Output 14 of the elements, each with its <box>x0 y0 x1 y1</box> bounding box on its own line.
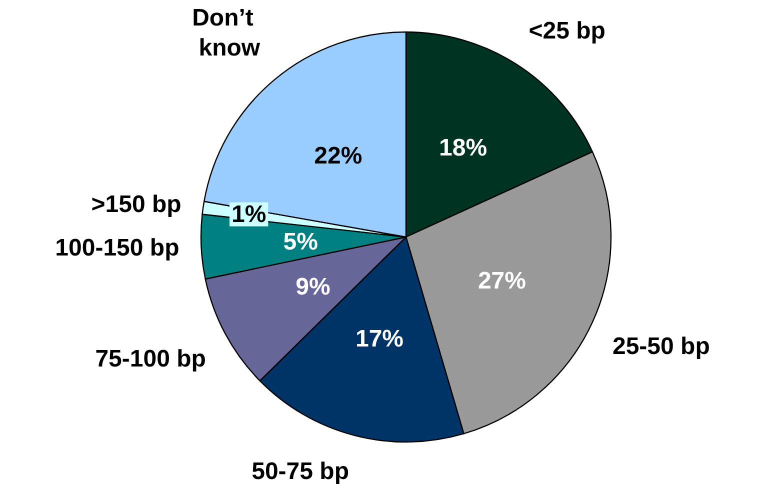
slice-label: Don’t know <box>192 4 260 62</box>
slice-label: 75-100 bp <box>95 346 206 373</box>
data-label: 9% <box>296 273 330 300</box>
data-label: 17% <box>355 326 404 353</box>
legend-label: >150 bp <box>91 191 182 218</box>
data-label: 22% <box>314 142 362 170</box>
data-label: 27% <box>478 267 526 294</box>
slice-label: 100-150 bp <box>55 234 180 262</box>
slice-label: 25-50 bp <box>612 332 710 360</box>
slice-label: <25 bp <box>528 18 606 45</box>
data-label: 1% <box>231 200 266 228</box>
data-label: 18% <box>439 134 488 162</box>
data-label: 5% <box>283 228 318 256</box>
slice-label: 50-75 bp <box>252 458 349 486</box>
